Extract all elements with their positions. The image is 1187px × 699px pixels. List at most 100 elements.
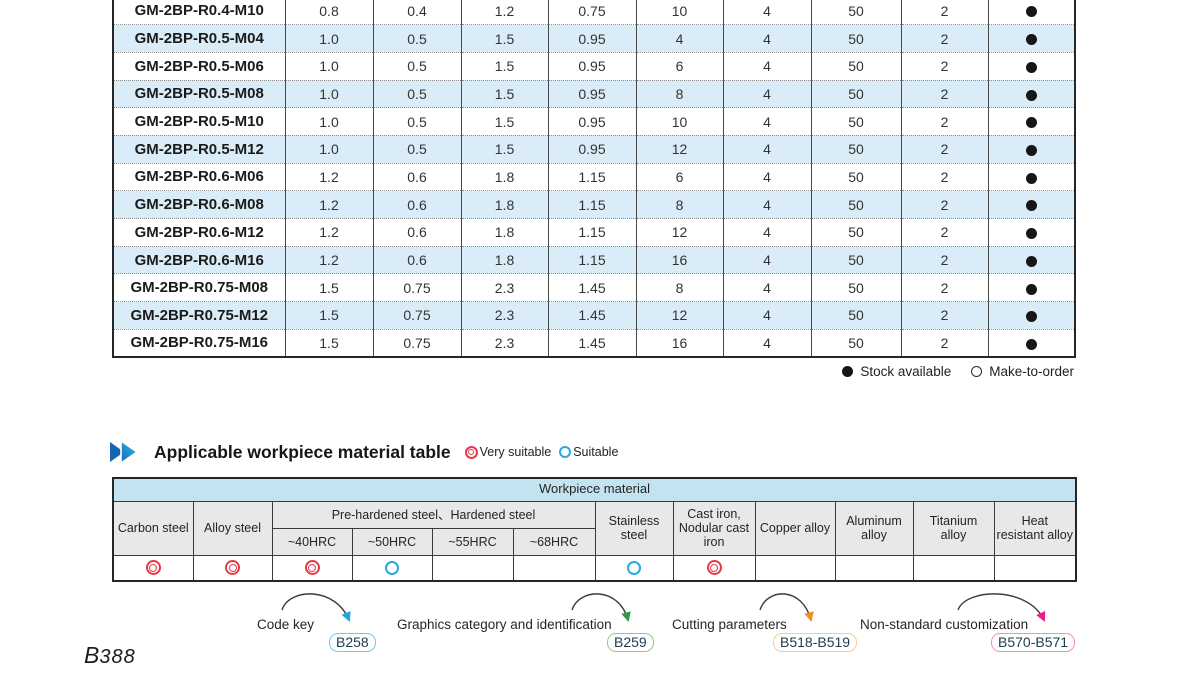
rating-cell: [834, 554, 914, 582]
value-cell: 0.4: [372, 0, 461, 25]
model-cell: GM-2BP-R0.75-M12: [113, 301, 285, 330]
value-cell: 6: [635, 162, 723, 191]
column-header-cast-iron: Cast iron, Nodular cast iron: [672, 500, 756, 556]
value-cell: 0.75: [372, 301, 461, 330]
value-cell: 6: [635, 51, 723, 81]
column-header-40hrc: ~40HRC: [271, 527, 353, 556]
value-cell: 1.2: [460, 0, 548, 25]
stock-available-legend-item: Stock available: [842, 364, 951, 379]
value-cell: 16: [635, 328, 723, 357]
value-cell: 2: [900, 0, 988, 25]
table-row: GM-2BP-R0.75-M16 1.5 0.75 2.3 1.45 16 4 50 2: [113, 328, 1075, 357]
table-row: GM-2BP-R0.75-M12 1.5 0.75 2.3 1.45 12 4 50 2: [113, 301, 1075, 330]
model-cell: GM-2BP-R0.5-M10: [113, 107, 285, 136]
value-cell: 1.5: [284, 273, 373, 302]
value-cell: 1.5: [460, 107, 548, 136]
stock-available-icon: [1025, 34, 1037, 46]
column-header-55hrc: ~55HRC: [431, 527, 514, 556]
value-cell: 0.75: [372, 328, 461, 357]
stock-cell: [987, 162, 1075, 191]
rating-cell: [993, 554, 1077, 582]
footer-link-cutting-parameters: Cutting parameters B518-B519: [672, 593, 858, 658]
value-cell: 1.5: [460, 79, 548, 108]
value-cell: 50: [810, 273, 901, 302]
stock-available-icon: [1025, 145, 1037, 157]
model-cell: GM-2BP-R0.5-M12: [113, 134, 285, 164]
page-ref-badge[interactable]: B518-B519: [773, 633, 858, 652]
footer-link-non-standard-customization: Non-standard customization B570-B571: [860, 593, 1076, 658]
value-cell: 1.45: [547, 328, 636, 357]
rating-cell: [672, 554, 756, 582]
stock-cell: [987, 301, 1075, 330]
rating-cell: [192, 554, 273, 582]
model-cell: GM-2BP-R0.6-M08: [113, 190, 285, 219]
stock-available-icon: [1025, 89, 1037, 101]
value-cell: 2: [900, 273, 988, 302]
value-cell: 10: [635, 107, 723, 136]
value-cell: 4: [722, 301, 811, 330]
rating-cell: [594, 554, 674, 582]
stock-available-icon: [1025, 338, 1037, 350]
rating-cell: [271, 554, 353, 582]
value-cell: 50: [810, 24, 901, 53]
suitable-label: Suitable: [573, 445, 619, 459]
value-cell: 1.5: [460, 24, 548, 53]
value-cell: 1.5: [460, 51, 548, 81]
value-cell: 10: [635, 0, 723, 25]
page-ref-badge[interactable]: B570-B571: [991, 633, 1076, 652]
very-suitable-label: Very suitable: [479, 445, 552, 459]
value-cell: 1.8: [460, 190, 548, 219]
footer-link-label: Code key: [257, 617, 315, 632]
page-ref-badge[interactable]: B259: [607, 633, 654, 652]
table-row: GM-2BP-R0.5-M08 1.0 0.5 1.5 0.95 8 4 50 2: [113, 79, 1075, 108]
stock-available-icon: [1025, 117, 1037, 129]
value-cell: 2: [900, 328, 988, 357]
value-cell: 2: [900, 190, 988, 219]
stock-cell: [987, 273, 1075, 302]
value-cell: 4: [722, 134, 811, 164]
table-row: GM-2BP-R0.6-M06 1.2 0.6 1.8 1.15 6 4 50 2: [113, 162, 1075, 191]
open-circle-icon: [971, 366, 983, 377]
value-cell: 2: [900, 162, 988, 191]
very-suitable-legend-item: Very suitable: [464, 445, 552, 459]
stock-available-icon: [1025, 228, 1037, 240]
stock-cell: [987, 218, 1075, 247]
workpiece-material-header: Workpiece material: [112, 477, 1077, 502]
value-cell: 4: [722, 190, 811, 219]
stock-cell: [987, 190, 1075, 219]
value-cell: 4: [722, 218, 811, 247]
spec-table: GM-2BP-R0.4-M10 0.8 0.4 1.2 0.75 10 4 50 2 GM-2BP…: [112, 0, 1076, 358]
value-cell: 0.75: [372, 273, 461, 302]
value-cell: 2.3: [460, 301, 548, 330]
suitable-icon: [559, 446, 572, 458]
page-number-prefix: B: [84, 642, 100, 668]
section-title: Applicable workpiece material table: [154, 441, 451, 462]
value-cell: 1.0: [284, 107, 373, 136]
value-cell: 50: [810, 245, 901, 274]
stock-available-icon: [1025, 6, 1037, 18]
model-cell: GM-2BP-R0.6-M12: [113, 218, 285, 247]
suitable-icon: [627, 561, 641, 576]
value-cell: 50: [810, 190, 901, 219]
column-header-stainless-steel: Stainless steel: [594, 500, 674, 556]
column-header-aluminum-alloy: Aluminum alloy: [834, 500, 914, 556]
value-cell: 1.0: [284, 51, 373, 81]
make-to-order-label: Make-to-order: [989, 364, 1074, 379]
value-cell: 1.15: [547, 218, 636, 247]
value-cell: 12: [635, 301, 723, 330]
page-ref-badge[interactable]: B258: [329, 633, 376, 652]
model-cell: GM-2BP-R0.5-M06: [113, 51, 285, 81]
model-cell: GM-2BP-R0.6-M16: [113, 245, 285, 274]
value-cell: 1.5: [284, 301, 373, 330]
value-cell: 2: [900, 107, 988, 136]
value-cell: 12: [635, 218, 723, 247]
value-cell: 4: [722, 79, 811, 108]
stock-cell: [987, 107, 1075, 136]
table-row: GM-2BP-R0.6-M12 1.2 0.6 1.8 1.15 12 4 50 2: [113, 218, 1075, 247]
value-cell: 50: [810, 79, 901, 108]
value-cell: 8: [635, 190, 723, 219]
value-cell: 0.95: [547, 107, 636, 136]
value-cell: 0.5: [372, 107, 461, 136]
stock-available-icon: [1025, 283, 1037, 295]
very-suitable-icon: [304, 560, 320, 576]
